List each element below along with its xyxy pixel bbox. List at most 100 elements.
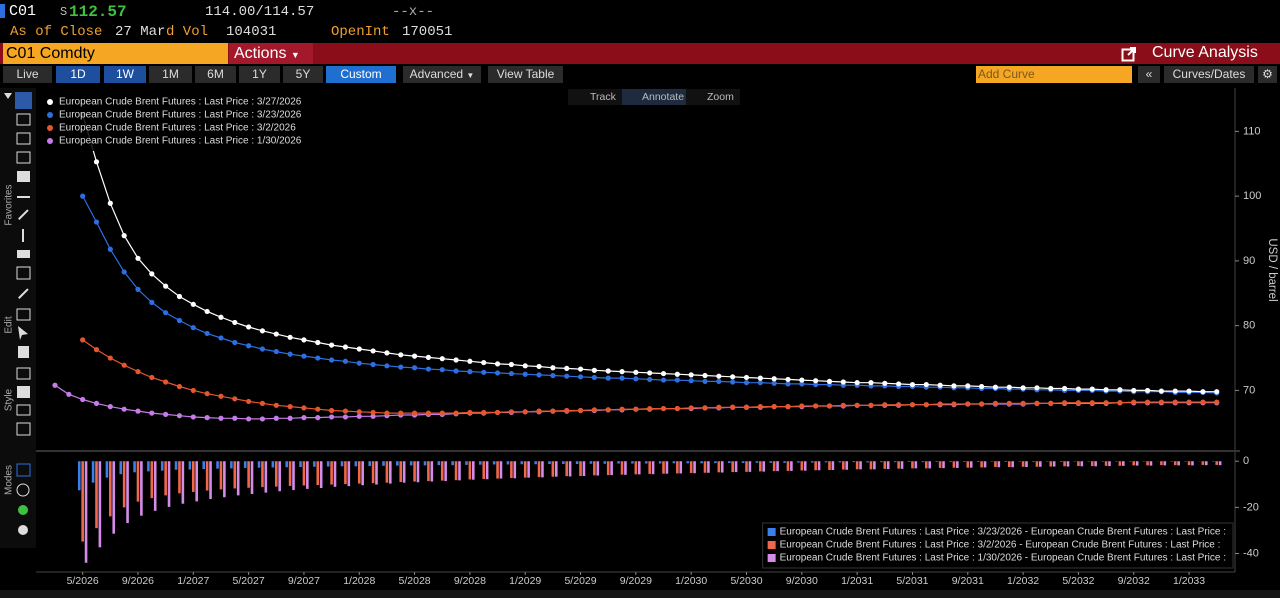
bar [676,461,679,474]
data-point [163,283,169,289]
advanced-menu[interactable]: Advanced ▼ [403,66,481,83]
security-box[interactable]: C01 Comdty [3,43,228,64]
data-point [384,363,390,369]
tool-icon[interactable] [22,229,24,242]
sidebar-label: Edit [4,316,15,333]
period-button[interactable]: 1M [149,66,192,83]
chart-tool[interactable]: Annotate [642,91,684,103]
view-table-button[interactable]: View Table [488,66,563,83]
period-button[interactable]: 1D [56,66,100,83]
tool-icon[interactable] [16,113,31,126]
period-button[interactable]: 6M [195,66,236,83]
bar [437,461,441,466]
tool-icon[interactable] [16,308,31,321]
data-point [80,337,86,343]
collapse-button[interactable]: « [1138,66,1160,83]
bar [1173,461,1177,466]
data-point [453,357,459,363]
bar [575,461,579,464]
data-point [937,401,943,407]
data-point [218,335,224,341]
tool-icon[interactable] [16,463,31,477]
data-point [813,403,819,409]
launch-icon[interactable] [1121,46,1137,62]
data-point [149,299,155,305]
data-point [536,408,542,414]
bar [112,461,116,534]
data-point [246,398,252,405]
data-point [647,376,653,383]
tool-icon[interactable] [18,525,28,535]
x-tick-label: 9/2029 [620,575,652,587]
tool-icon[interactable] [16,422,31,436]
data-point [1186,388,1192,394]
actions-menu[interactable]: Actions ▼ [229,43,313,64]
settings-button[interactable]: ⚙ [1258,66,1277,83]
period-button[interactable]: 5Y [283,66,323,83]
data-point [370,413,376,419]
x-tick-label: 5/2028 [399,575,431,587]
data-point [688,405,694,411]
data-point [674,377,680,383]
bar [1025,461,1028,467]
bar [195,461,198,502]
bar [1049,461,1053,467]
tool-icon[interactable] [16,266,31,280]
tool-icon[interactable] [18,505,28,515]
period-button[interactable]: 1Y [239,66,280,83]
data-point [342,408,349,414]
tool-icon[interactable] [18,326,28,340]
add-curve-input[interactable]: Add Curve [976,66,1132,83]
data-point [660,370,667,377]
tool-icon[interactable] [17,171,30,182]
y-tick-label: 80 [1243,320,1255,332]
tool-icon[interactable] [16,132,31,145]
bar [1063,461,1066,467]
bar [956,461,959,468]
period-button[interactable]: 1W [104,66,146,83]
period-button[interactable]: Custom [326,66,396,83]
data-point [965,383,971,389]
tool-icon[interactable] [17,386,30,398]
price: 112.57 [69,3,127,21]
data-point [1034,400,1040,406]
tool-icon[interactable] [18,288,29,299]
tool-icon[interactable] [17,196,30,198]
bar [468,461,472,480]
bar [689,461,693,473]
data-point [1158,388,1164,394]
bar [479,461,482,465]
bar [167,461,171,507]
bar [938,461,942,468]
chart-tool[interactable]: Track [590,91,617,103]
period-button[interactable]: Live [3,66,52,83]
data-point [771,404,777,410]
chart-tool[interactable]: Zoom [707,91,734,103]
tool-icon[interactable] [18,209,29,220]
bar [855,461,859,470]
bar [1066,461,1070,467]
tool-icon[interactable] [16,483,30,497]
data-point [1048,385,1054,392]
tool-icon[interactable] [16,151,31,164]
curves-dates-button[interactable]: Curves/Dates [1164,66,1254,83]
data-point [149,410,155,416]
tool-icon[interactable] [15,92,32,109]
tool-icon[interactable] [16,367,31,380]
sidebar-collapse[interactable] [4,93,12,99]
legend: European Crude Brent Futures : Last Pric… [762,522,1234,569]
data-point [647,370,653,376]
data-point [287,404,293,410]
data-point [882,402,888,408]
data-point [439,367,445,373]
bar [344,461,347,485]
tool-icon[interactable] [16,404,31,416]
tool-icon[interactable] [17,250,30,258]
advanced-label: Advanced [409,67,464,81]
data-point [121,362,127,368]
as-of: As of Close [10,24,103,40]
bar [1035,461,1039,467]
data-point [356,360,362,366]
bar [451,461,454,466]
tool-icon[interactable] [18,346,29,358]
